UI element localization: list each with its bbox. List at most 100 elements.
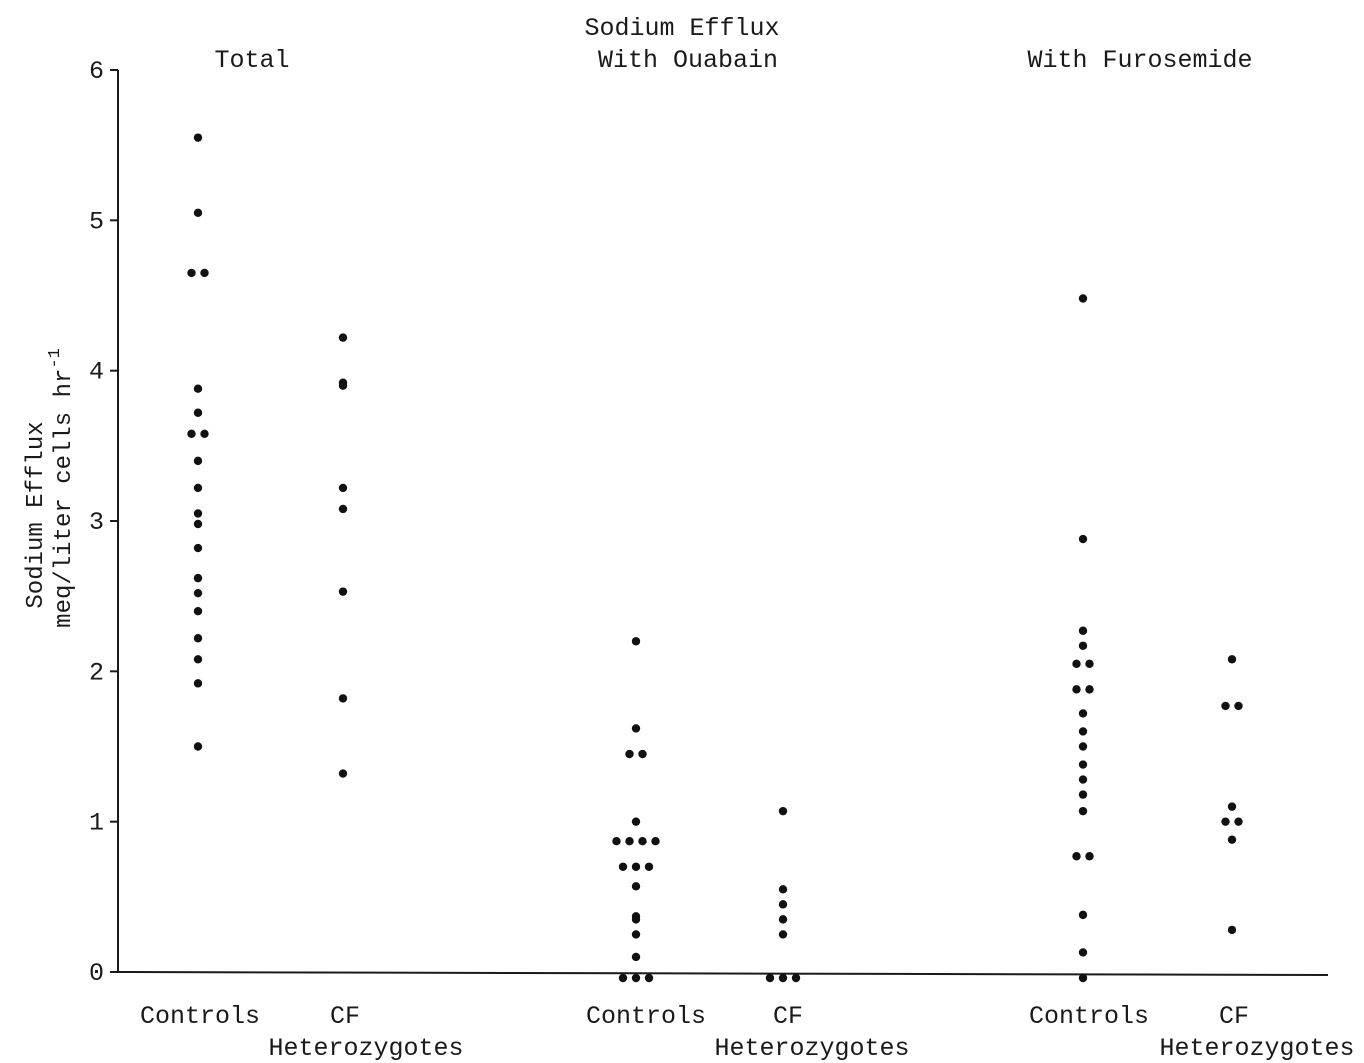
y-tick-label-5: 5 — [89, 207, 104, 236]
category-label-0-0: Controls — [140, 1002, 260, 1031]
data-point-2-1-4 — [1221, 817, 1230, 826]
data-point-1-1-2 — [778, 900, 788, 909]
data-point-1-0-0 — [631, 637, 641, 646]
category-label-1-0: Controls — [586, 1002, 706, 1031]
data-point-0-0-14 — [193, 588, 203, 598]
data-point-2-0-3 — [1078, 641, 1088, 650]
panel-title-0: Total — [214, 46, 289, 75]
y-tick-label-4: 4 — [89, 358, 104, 387]
data-point-0-0-10 — [193, 509, 203, 518]
data-point-1-0-14 — [631, 915, 641, 924]
data-point-1-1-3 — [778, 915, 788, 924]
category-label-0-1: CF — [330, 1002, 360, 1031]
data-point-1-0-3 — [638, 749, 647, 759]
data-point-1-1-6 — [778, 973, 788, 983]
data-point-1-0-12 — [631, 882, 641, 891]
data-point-1-0-5 — [612, 837, 621, 846]
category-label-1-1: CF — [773, 1002, 803, 1031]
category-labels: Controls CF Heterozygotes Controls CF Heteroz… — [140, 1002, 1355, 1063]
data-point-2-0-8 — [1078, 709, 1088, 718]
data-point-0-0-9 — [193, 483, 203, 493]
data-point-2-0-14 — [1078, 806, 1088, 816]
data-point-0-0-1 — [193, 208, 203, 218]
data-point-2-0-1 — [1078, 534, 1088, 544]
data-point-2-0-11 — [1078, 760, 1088, 769]
data-point-1-0-6 — [625, 837, 634, 846]
data-point-2-0-17 — [1078, 910, 1088, 920]
data-point-2-1-7 — [1227, 925, 1237, 935]
data-point-2-1-6 — [1227, 835, 1237, 844]
data-point-2-0-18 — [1078, 948, 1088, 957]
x-axis-line — [117, 971, 1329, 976]
y-axis-label-line1: Sodium Efflux — [23, 421, 50, 608]
data-point-0-0-11 — [193, 519, 203, 529]
data-point-2-0-5 — [1085, 659, 1094, 669]
data-point-0-0-5 — [193, 408, 203, 417]
data-point-2-1-3 — [1227, 802, 1237, 811]
data-point-0-1-0 — [338, 333, 348, 342]
data-point-2-0-6 — [1072, 685, 1081, 694]
data-point-1-0-10 — [631, 862, 641, 871]
data-point-1-0-8 — [651, 837, 660, 846]
y-axis-label-units: meq/liter cells hr — [51, 369, 78, 628]
data-point-1-0-16 — [631, 952, 641, 962]
data-point-1-1-5 — [765, 973, 775, 983]
category-sublabel-2-1: Heterozygotes — [1159, 1034, 1354, 1063]
data-point-0-0-8 — [193, 456, 203, 466]
data-point-0-0-6 — [187, 429, 196, 439]
data-point-2-0-2 — [1078, 626, 1088, 635]
category-sublabel-1-1: Heterozygotes — [714, 1034, 909, 1063]
panel-titles: Total With Ouabain With Furosemide — [214, 46, 1252, 75]
data-point-0-0-3 — [200, 268, 209, 278]
data-point-0-0-4 — [193, 384, 203, 393]
y-axis-label-exponent: -1 — [46, 348, 65, 368]
data-point-0-1-3 — [338, 483, 348, 493]
y-axis-label: Sodium Efflux meq/liter cells hr-1 — [23, 348, 78, 628]
data-point-0-0-19 — [193, 742, 203, 751]
data-point-0-1-6 — [338, 694, 348, 703]
data-point-2-0-0 — [1078, 294, 1088, 303]
data-point-0-0-17 — [193, 655, 203, 664]
data-point-2-1-0 — [1227, 655, 1237, 664]
data-point-0-0-7 — [200, 429, 209, 439]
data-point-0-0-12 — [193, 543, 203, 553]
y-tick-label-3: 3 — [89, 508, 104, 537]
data-point-0-0-15 — [193, 607, 203, 616]
data-point-2-0-19 — [1078, 973, 1088, 983]
data-point-2-1-1 — [1221, 701, 1230, 711]
data-point-2-0-12 — [1078, 775, 1088, 784]
data-point-2-0-4 — [1072, 659, 1081, 669]
data-point-1-0-19 — [644, 973, 654, 983]
y-axis-ticks: 0 1 2 3 4 5 6 — [89, 57, 118, 988]
data-point-2-0-7 — [1085, 685, 1094, 694]
data-point-1-0-7 — [638, 837, 647, 846]
y-tick-label-2: 2 — [89, 658, 104, 687]
data-point-2-0-13 — [1078, 790, 1088, 799]
data-point-0-0-18 — [193, 679, 203, 688]
category-label-2-1: CF — [1219, 1002, 1249, 1031]
chart-title: Sodium Efflux — [584, 14, 779, 43]
data-point-0-0-16 — [193, 634, 203, 643]
data-point-1-1-4 — [778, 930, 788, 939]
y-axis-label-line2: meq/liter cells hr-1 — [46, 348, 78, 628]
data-point-1-1-0 — [778, 806, 788, 816]
category-label-2-0: Controls — [1029, 1002, 1149, 1031]
data-point-1-1-1 — [778, 885, 788, 894]
data-point-2-0-15 — [1072, 852, 1081, 861]
data-point-0-0-2 — [187, 268, 196, 278]
data-point-2-0-10 — [1078, 742, 1088, 751]
data-point-1-0-18 — [631, 973, 641, 983]
data-point-2-0-16 — [1085, 852, 1094, 861]
data-point-2-1-2 — [1234, 701, 1243, 711]
data-point-0-0-0 — [193, 133, 203, 142]
data-point-0-1-2 — [338, 381, 348, 390]
data-point-0-1-4 — [338, 504, 348, 514]
data-point-1-0-17 — [618, 973, 628, 983]
data-point-0-0-13 — [193, 573, 203, 583]
data-point-0-1-5 — [338, 587, 348, 596]
data-point-1-0-11 — [644, 862, 654, 871]
data-point-1-0-4 — [631, 817, 641, 826]
panel-title-2: With Furosemide — [1027, 46, 1252, 75]
data-point-1-0-9 — [618, 862, 628, 871]
data-point-2-1-5 — [1234, 817, 1243, 826]
